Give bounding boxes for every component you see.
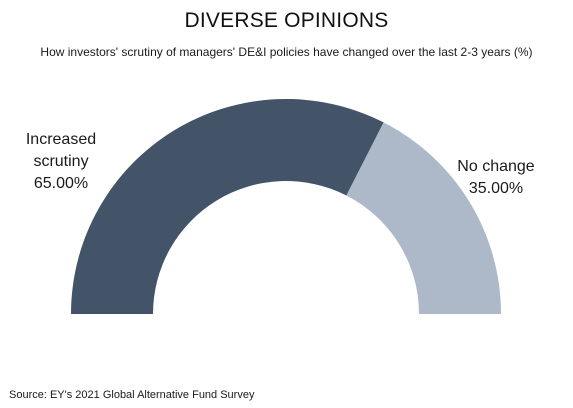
slice-label-no-change: No change 35.00% [450, 156, 542, 200]
source-note: Source: EY's 2021 Global Alternative Fun… [9, 389, 255, 401]
slice-no-change [346, 122, 501, 315]
slice-category-label: No change [457, 158, 535, 175]
slice-value-label: 65.00% [33, 175, 89, 192]
slice-increased-scrutiny [71, 98, 384, 314]
chart-title: DIVERSE OPINIONS [184, 9, 389, 32]
chart-subtitle: How investors' scrutiny of managers' DE&… [40, 45, 533, 59]
slice-label-increased-scrutiny: Increased scrutiny 65.00% [16, 129, 106, 195]
slice-category-label: Increased scrutiny [25, 131, 97, 170]
slice-value-label: 35.00% [468, 180, 524, 197]
